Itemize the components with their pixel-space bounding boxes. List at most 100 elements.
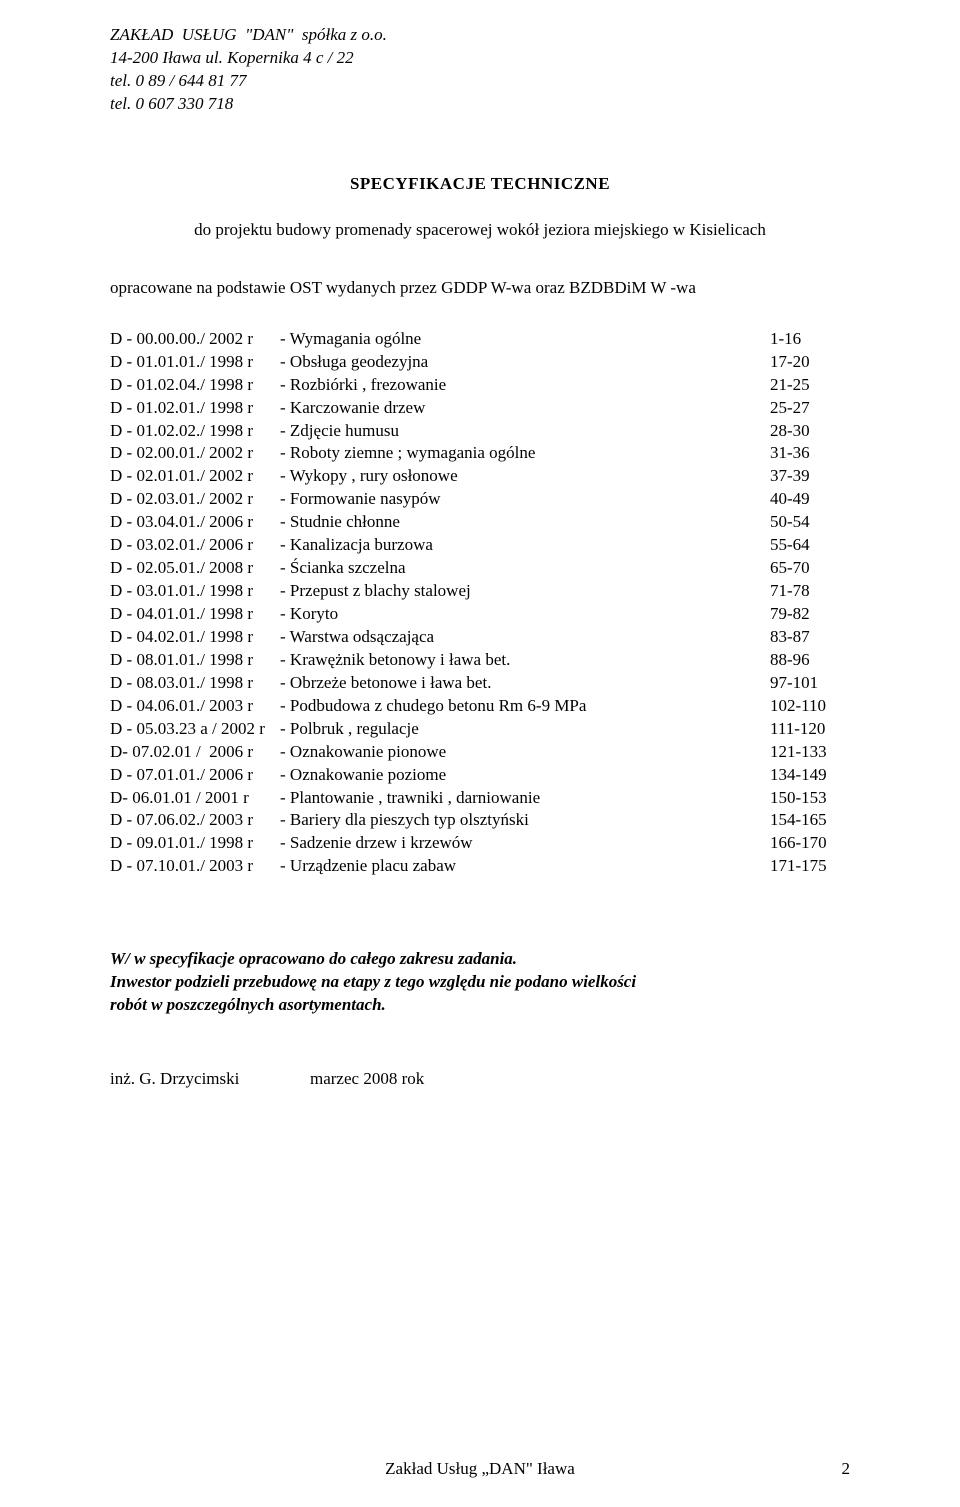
spec-pages: 111-120 <box>770 718 850 741</box>
company-phone-1: tel. 0 89 / 644 81 77 <box>110 70 850 93</box>
spec-pages: 31-36 <box>770 442 850 465</box>
spec-desc: - Plantowanie , trawniki , darniowanie <box>280 787 770 810</box>
spec-code: D - 02.00.01./ 2002 r <box>110 442 280 465</box>
spec-row: D - 04.01.01./ 1998 r- Koryto79-82 <box>110 603 850 626</box>
spec-desc: - Ścianka szczelna <box>280 557 770 580</box>
spec-code: D - 01.02.01./ 1998 r <box>110 397 280 420</box>
spec-code: D - 09.01.01./ 1998 r <box>110 832 280 855</box>
spec-code: D - 04.02.01./ 1998 r <box>110 626 280 649</box>
spec-desc: - Krawężnik betonowy i ława bet. <box>280 649 770 672</box>
spec-desc: - Przepust z blachy stalowej <box>280 580 770 603</box>
spec-pages: 40-49 <box>770 488 850 511</box>
spec-desc: - Wykopy , rury osłonowe <box>280 465 770 488</box>
spec-pages: 166-170 <box>770 832 850 855</box>
note-line-3: robót w poszczególnych asortymentach. <box>110 994 850 1017</box>
spec-code: D - 01.02.04./ 1998 r <box>110 374 280 397</box>
spec-desc: - Sadzenie drzew i krzewów <box>280 832 770 855</box>
company-phone-2: tel. 0 607 330 718 <box>110 93 850 116</box>
spec-row: D - 07.01.01./ 2006 r- Oznakowanie pozio… <box>110 764 850 787</box>
spec-row: D - 03.01.01./ 1998 r- Przepust z blachy… <box>110 580 850 603</box>
note-block: W/ w specyfikacje opracowano do całego z… <box>110 948 850 1017</box>
spec-row: D- 07.02.01 / 2006 r- Oznakowanie pionow… <box>110 741 850 764</box>
spec-list: D - 00.00.00./ 2002 r- Wymagania ogólne1… <box>110 328 850 879</box>
doc-title: SPECYFIKACJE TECHNICZNE <box>350 174 610 193</box>
spec-code: D - 02.01.01./ 2002 r <box>110 465 280 488</box>
spec-desc: - Rozbiórki , frezowanie <box>280 374 770 397</box>
company-name: ZAKŁAD USŁUG "DAN" spółka z o.o. <box>110 24 850 47</box>
spec-row: D - 07.10.01./ 2003 r- Urządzenie placu … <box>110 855 850 878</box>
spec-desc: - Urządzenie placu zabaw <box>280 855 770 878</box>
spec-row: D - 08.03.01./ 1998 r- Obrzeże betonowe … <box>110 672 850 695</box>
spec-pages: 88-96 <box>770 649 850 672</box>
doc-basis: opracowane na podstawie OST wydanych prz… <box>110 278 850 298</box>
spec-row: D - 01.02.01./ 1998 r- Karczowanie drzew… <box>110 397 850 420</box>
spec-code: D - 01.02.02./ 1998 r <box>110 420 280 443</box>
spec-pages: 21-25 <box>770 374 850 397</box>
spec-row: D - 02.01.01./ 2002 r- Wykopy , rury osł… <box>110 465 850 488</box>
spec-pages: 71-78 <box>770 580 850 603</box>
spec-pages: 150-153 <box>770 787 850 810</box>
spec-desc: - Bariery dla pieszych typ olsztyński <box>280 809 770 832</box>
spec-pages: 154-165 <box>770 809 850 832</box>
spec-row: D - 08.01.01./ 1998 r- Krawężnik betonow… <box>110 649 850 672</box>
spec-row: D - 09.01.01./ 1998 r- Sadzenie drzew i … <box>110 832 850 855</box>
spec-pages: 37-39 <box>770 465 850 488</box>
spec-row: D - 05.03.23 a / 2002 r- Polbruk , regul… <box>110 718 850 741</box>
spec-pages: 17-20 <box>770 351 850 374</box>
company-address: 14-200 Iława ul. Kopernika 4 c / 22 <box>110 47 850 70</box>
spec-pages: 1-16 <box>770 328 850 351</box>
spec-code: D - 00.00.00./ 2002 r <box>110 328 280 351</box>
company-header: ZAKŁAD USŁUG "DAN" spółka z o.o. 14-200 … <box>110 24 850 116</box>
spec-pages: 25-27 <box>770 397 850 420</box>
spec-code: D - 05.03.23 a / 2002 r <box>110 718 280 741</box>
spec-row: D - 01.02.02./ 1998 r- Zdjęcie humusu28-… <box>110 420 850 443</box>
spec-desc: - Roboty ziemne ; wymagania ogólne <box>280 442 770 465</box>
spec-pages: 102-110 <box>770 695 850 718</box>
spec-code: D - 02.05.01./ 2008 r <box>110 557 280 580</box>
spec-desc: - Obrzeże betonowe i ława bet. <box>280 672 770 695</box>
spec-code: D - 08.03.01./ 1998 r <box>110 672 280 695</box>
doc-subtitle: do projektu budowy promenady spacerowej … <box>110 220 850 240</box>
spec-code: D - 08.01.01./ 1998 r <box>110 649 280 672</box>
signature-date: marzec 2008 rok <box>310 1069 424 1089</box>
spec-code: D - 01.01.01./ 1998 r <box>110 351 280 374</box>
spec-code: D- 07.02.01 / 2006 r <box>110 741 280 764</box>
spec-code: D - 03.02.01./ 2006 r <box>110 534 280 557</box>
spec-code: D - 02.03.01./ 2002 r <box>110 488 280 511</box>
spec-code: D - 04.06.01./ 2003 r <box>110 695 280 718</box>
spec-code: D - 07.06.02./ 2003 r <box>110 809 280 832</box>
page-footer: Zakład Usług „DAN" Iława 2 <box>0 1459 960 1479</box>
spec-row: D - 01.01.01./ 1998 r- Obsługa geodezyjn… <box>110 351 850 374</box>
spec-pages: 50-54 <box>770 511 850 534</box>
spec-pages: 55-64 <box>770 534 850 557</box>
spec-row: D- 06.01.01 / 2001 r- Plantowanie , traw… <box>110 787 850 810</box>
spec-row: D - 04.06.01./ 2003 r- Podbudowa z chude… <box>110 695 850 718</box>
spec-pages: 65-70 <box>770 557 850 580</box>
footer-text: Zakład Usług „DAN" Iława <box>385 1459 575 1478</box>
spec-code: D - 07.01.01./ 2006 r <box>110 764 280 787</box>
spec-row: D - 02.00.01./ 2002 r- Roboty ziemne ; w… <box>110 442 850 465</box>
spec-desc: - Studnie chłonne <box>280 511 770 534</box>
footer-page-number: 2 <box>842 1459 851 1479</box>
spec-pages: 83-87 <box>770 626 850 649</box>
spec-desc: - Kanalizacja burzowa <box>280 534 770 557</box>
note-line-2: Inwestor podzieli przebudowę na etapy z … <box>110 971 850 994</box>
spec-row: D - 02.05.01./ 2008 r- Ścianka szczelna6… <box>110 557 850 580</box>
spec-row: D - 07.06.02./ 2003 r- Bariery dla piesz… <box>110 809 850 832</box>
spec-code: D - 04.01.01./ 1998 r <box>110 603 280 626</box>
spec-desc: - Koryto <box>280 603 770 626</box>
signature-row: inż. G. Drzycimski marzec 2008 rok <box>110 1069 850 1089</box>
spec-row: D - 04.02.01./ 1998 r- Warstwa odsączają… <box>110 626 850 649</box>
spec-row: D - 02.03.01./ 2002 r- Formowanie nasypó… <box>110 488 850 511</box>
spec-desc: - Wymagania ogólne <box>280 328 770 351</box>
spec-pages: 171-175 <box>770 855 850 878</box>
spec-row: D - 00.00.00./ 2002 r- Wymagania ogólne1… <box>110 328 850 351</box>
spec-pages: 79-82 <box>770 603 850 626</box>
spec-pages: 97-101 <box>770 672 850 695</box>
spec-code: D - 03.01.01./ 1998 r <box>110 580 280 603</box>
spec-code: D - 03.04.01./ 2006 r <box>110 511 280 534</box>
note-line-1: W/ w specyfikacje opracowano do całego z… <box>110 948 850 971</box>
spec-code: D - 07.10.01./ 2003 r <box>110 855 280 878</box>
spec-desc: - Obsługa geodezyjna <box>280 351 770 374</box>
signature-name: inż. G. Drzycimski <box>110 1069 310 1089</box>
